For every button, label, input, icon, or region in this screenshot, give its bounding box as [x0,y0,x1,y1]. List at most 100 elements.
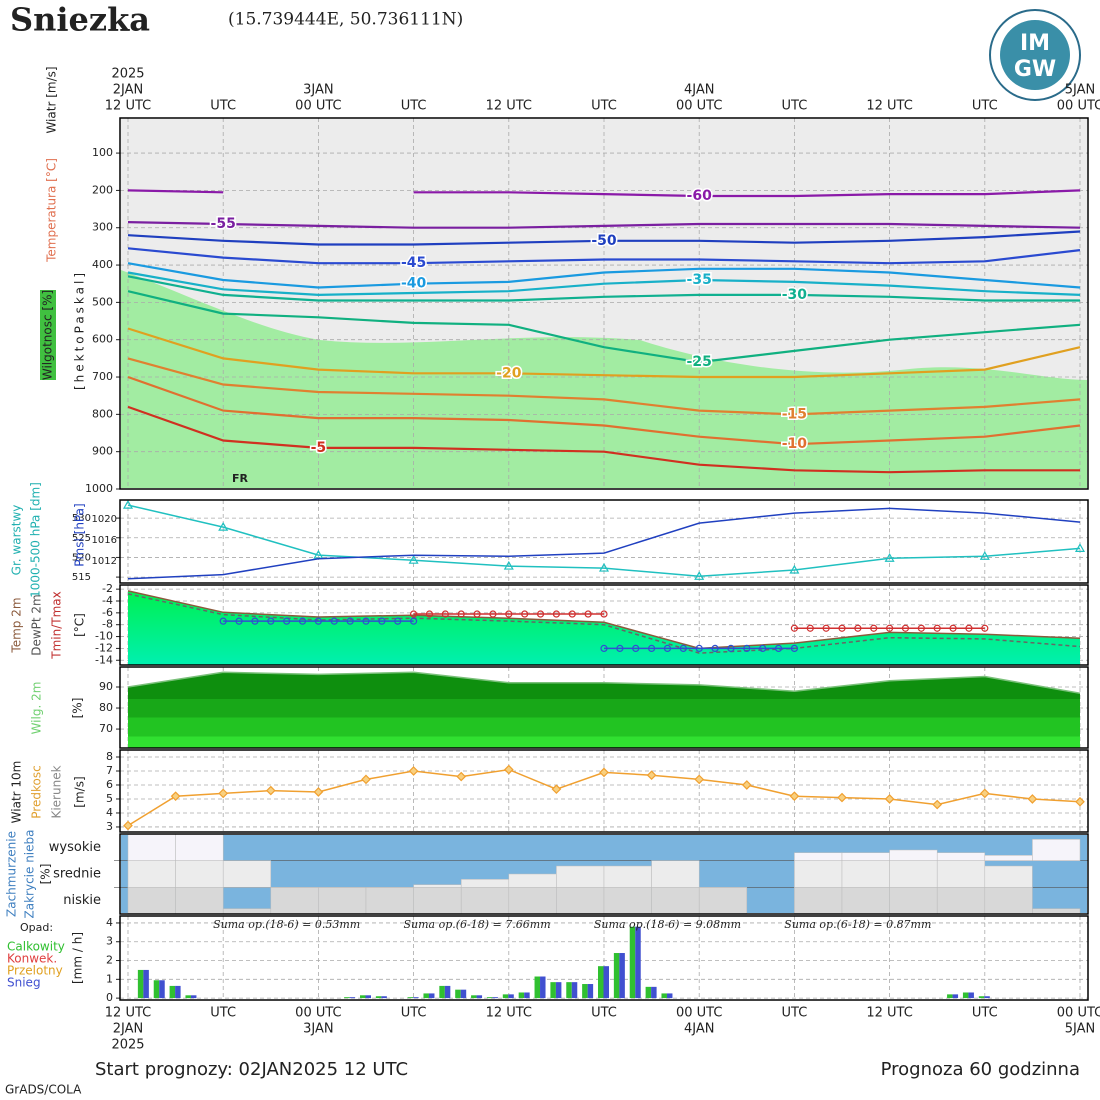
contour-label: -10 [782,436,808,452]
date-label: 2JAN [113,1022,144,1037]
y-tick-label: 100 [92,146,113,159]
year-label: 2025 [111,67,144,82]
precip-bar [968,992,974,999]
axis-label: [mm / h] [71,932,85,984]
extreme-temp-dot [394,617,402,625]
axis-label: [%] [71,698,85,719]
axis-label: Zakrycie nieba [23,830,37,919]
logo-text: IM [1020,31,1050,56]
cloud-bar [841,887,890,915]
cloud-bar [413,887,462,915]
y-tick-label: 800 [92,407,113,420]
cloud-level-label: wysokie [49,840,101,855]
logo-text: GW [1014,57,1056,82]
precip-bar [476,995,483,999]
y-tick-label: 8 [106,750,113,763]
time-tick-label: UTC [782,99,808,114]
marker [313,787,324,797]
y-tick-label: 3 [106,820,113,833]
y-tick-label: -14 [95,653,113,666]
contour-label: -60 [687,188,713,204]
marker [1074,543,1086,552]
panel-frame [119,749,1089,833]
time-tick-label: UTC [591,99,617,114]
cloud-bar [460,887,510,915]
precip-bar [603,966,609,999]
extreme-temp-dot [647,644,656,653]
series-line [127,671,1081,695]
precip-bar [159,980,165,999]
precip-bar [375,996,382,999]
axis-label: [hektoPaskal] [73,270,87,390]
precip-sum: Suma op.(18-6) = 9.08mm [594,918,741,931]
precip-bar [978,996,985,999]
marker [170,791,181,802]
axis-label: Kierunek [50,765,64,818]
extreme-temp-dot [600,610,608,618]
axis-label: DewPt 2m [30,594,44,656]
precip-bar [666,993,673,999]
y-tick-label: 700 [92,370,113,383]
marker [646,770,657,781]
time-tick-label: 12 UTC [486,1006,532,1021]
precip-bar [190,995,197,999]
cloud-bar [508,887,557,915]
cloud-bar [365,887,414,915]
cloud-bar [222,908,272,915]
cloud-bar [222,860,272,888]
series-line [127,230,1081,246]
legend-entry: Przelotny [7,964,63,978]
precip-bar [962,992,969,999]
y-tick-label: 7 [106,764,113,777]
panel-frame [119,666,1089,749]
label-background [40,290,56,380]
series-line [127,593,1081,654]
precip-bar [360,995,366,999]
axis-label: [%] [39,864,53,885]
date-label: 2JAN [113,83,144,98]
cloud-bar [889,860,938,888]
extreme-temp-dot [949,624,957,632]
axis-label: Gr. warstwy [10,505,24,576]
extreme-temp-dot [441,610,449,618]
precip-bar [175,985,181,999]
logo-disc [1000,20,1070,90]
series-line [127,221,1081,229]
series-line [127,357,1081,416]
precip-bar [502,994,509,999]
marker [408,766,419,776]
y-tick-label: 90 [99,680,113,693]
cloud-bar [1032,839,1081,861]
y2-tick-label: 1016 [92,535,117,546]
extreme-temp-dot [346,617,354,625]
axis-label: Pmsl [hPa] [73,503,87,566]
y2-tick-label: 1012 [92,556,117,567]
extreme-temp-dot [885,624,894,632]
cloud-bar [175,860,224,888]
cloud-bar [984,855,1033,861]
marker [218,788,229,799]
extreme-temp-dot [695,644,703,653]
precip-bar [508,994,514,999]
cloud-bar [127,860,176,888]
time-tick-label: 00 UTC [676,99,722,114]
cloud-bar [794,852,843,861]
cloud-bar [984,865,1033,888]
extreme-temp-dot [743,644,751,653]
cloud-bar [413,884,462,888]
legend-entry: Konwek. [7,952,57,966]
precip-bar [169,985,176,999]
extreme-temp-dot [759,644,767,653]
extreme-temp-dot [568,610,576,618]
precip-bar [534,976,541,999]
extreme-temp-dot [870,624,878,632]
marker [694,774,705,785]
time-tick-label: 00 UTC [676,1006,722,1021]
precip-bar [619,953,625,999]
time-tick-label: 00 UTC [1057,99,1100,114]
cloud-bar [841,860,890,888]
extreme-temp-dot [806,624,814,632]
precip-bar [349,997,356,999]
axis-label: Predkosc [30,765,44,818]
extreme-temp-dot [981,624,989,632]
